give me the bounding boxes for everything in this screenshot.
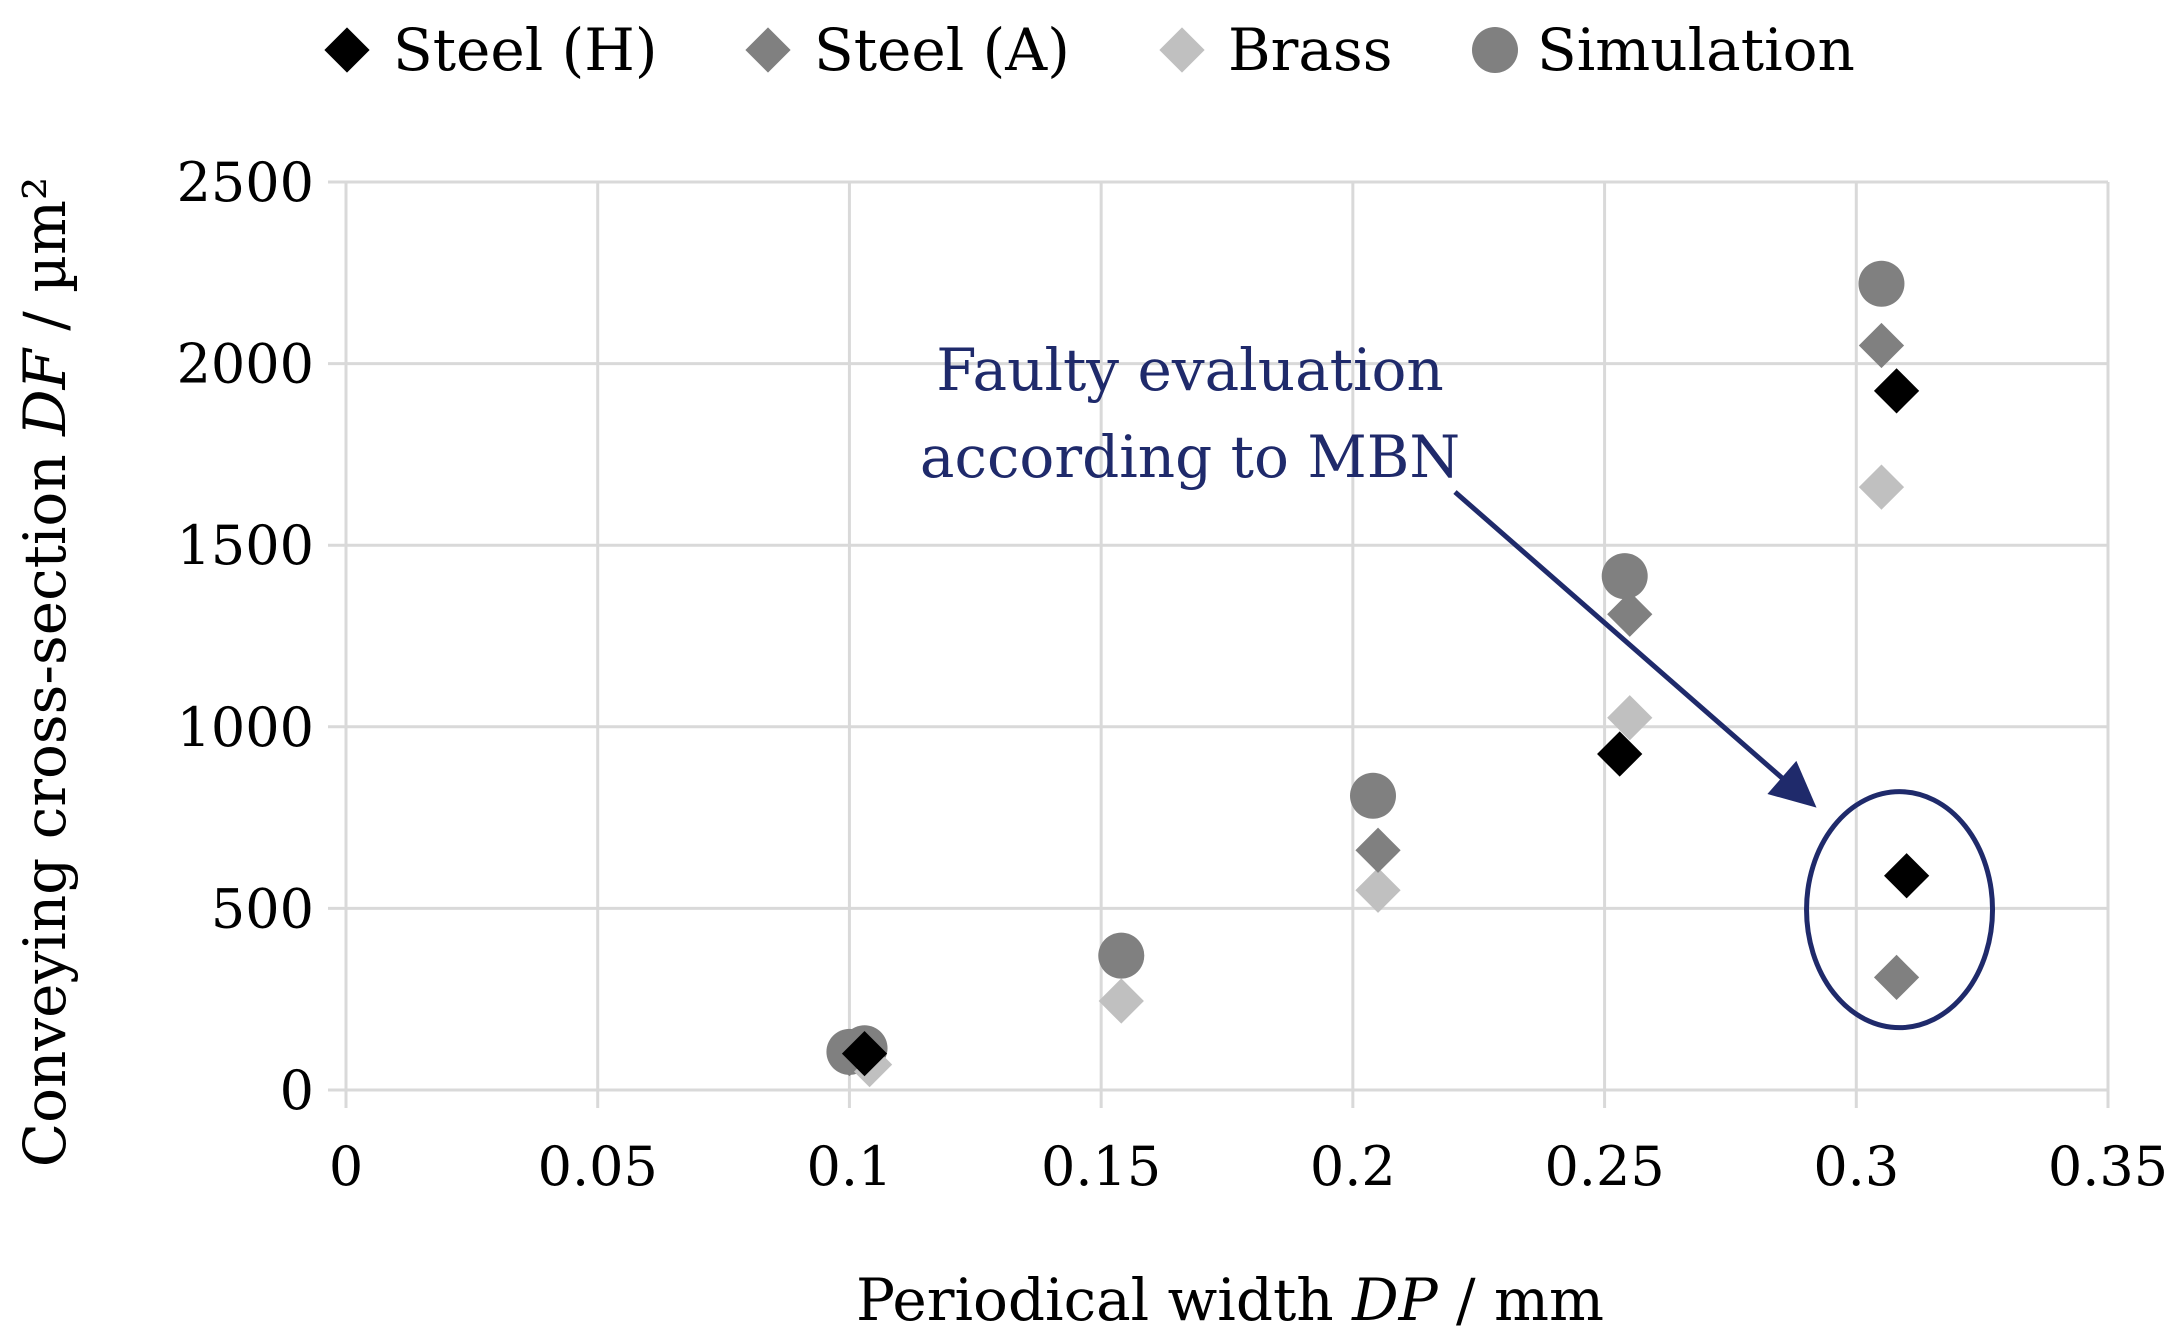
- y-axis-title-unit: / µm²: [11, 177, 79, 349]
- tick-labels: 0 0.05 0.1 0.15 0.2 0.25 0.3 0.35 0 500 1000 1500 20…: [177, 151, 2169, 1198]
- legend: Steel (H) Steel (A) Brass Simulation: [324, 16, 1855, 84]
- annotation-group: Faulty evaluation according to MBN: [920, 336, 1996, 1031]
- point-simulation-4: [1601, 553, 1648, 600]
- legend-marker-steel-a: [745, 27, 791, 73]
- x-tick-label-0-05: 0.05: [538, 1135, 658, 1198]
- point-brass-4: [1858, 464, 1905, 510]
- y-tick-label-1000: 1000: [177, 696, 314, 759]
- annotation-arrow-shaft: [1453, 490, 1807, 800]
- point-simulation-2: [1098, 932, 1145, 979]
- legend-item-simulation: Simulation: [1472, 16, 1855, 84]
- y-axis-title-prefix: Conveying cross-section: [11, 436, 79, 1167]
- y-axis-title-var: DF: [11, 347, 79, 437]
- legend-label-brass: Brass: [1228, 16, 1392, 84]
- legend-label-steel-a: Steel (A): [814, 16, 1070, 84]
- point-steel-a-4: [1873, 954, 1920, 1001]
- legend-label-steel-h: Steel (H): [393, 16, 658, 84]
- point-steel-h-2: [1873, 368, 1920, 414]
- faulty-evaluation-ellipse: [1804, 789, 1996, 1031]
- point-brass-1: [1098, 978, 1144, 1024]
- point-brass-2: [1355, 867, 1401, 913]
- x-tick-label-0-1: 0.1: [806, 1135, 892, 1198]
- point-brass-3: [1607, 695, 1653, 741]
- legend-item-steel-h: Steel (H): [324, 16, 658, 84]
- x-tick-label-0-25: 0.25: [1544, 1135, 1664, 1198]
- x-axis-title-unit: / mm: [1438, 1266, 1604, 1334]
- x-tick-label-0-35: 0.35: [2048, 1135, 2168, 1198]
- x-tick-label-0-2: 0.2: [1310, 1135, 1396, 1198]
- grid-layer: [328, 180, 2110, 1108]
- point-steel-a-3: [1858, 322, 1905, 369]
- point-simulation-5: [1858, 260, 1905, 307]
- x-tick-label-0-15: 0.15: [1041, 1135, 1161, 1198]
- y-tick-label-1500: 1500: [177, 514, 314, 577]
- y-axis-title: Conveying cross-section DF / µm²: [11, 177, 79, 1167]
- legend-label-simulation: Simulation: [1537, 16, 1855, 84]
- x-axis-title-prefix: Periodical width: [856, 1266, 1352, 1334]
- point-steel-h-3: [1884, 853, 1930, 899]
- legend-item-brass: Brass: [1159, 16, 1392, 84]
- annotation-text-line-2: according to MBN: [920, 423, 1460, 491]
- y-tick-label-2000: 2000: [177, 333, 314, 396]
- y-tick-label-0: 0: [280, 1059, 314, 1122]
- legend-marker-simulation: [1472, 27, 1518, 73]
- x-tick-label-0-3: 0.3: [1813, 1135, 1899, 1198]
- legend-item-steel-a: Steel (A): [745, 16, 1070, 84]
- point-simulation-3: [1349, 772, 1396, 819]
- x-tick-label-0: 0: [329, 1135, 363, 1198]
- x-axis-title: Periodical width DP / mm: [856, 1266, 1604, 1334]
- point-steel-a-1: [1355, 827, 1401, 873]
- annotation-text-line-1: Faulty evaluation: [936, 336, 1444, 404]
- annotation-arrow-head: [1767, 760, 1817, 808]
- legend-marker-steel-h: [324, 27, 370, 73]
- y-tick-label-500: 500: [211, 877, 314, 940]
- x-axis-title-var: DP: [1351, 1266, 1439, 1334]
- legend-marker-brass: [1159, 27, 1205, 73]
- y-tick-label-2500: 2500: [177, 151, 314, 214]
